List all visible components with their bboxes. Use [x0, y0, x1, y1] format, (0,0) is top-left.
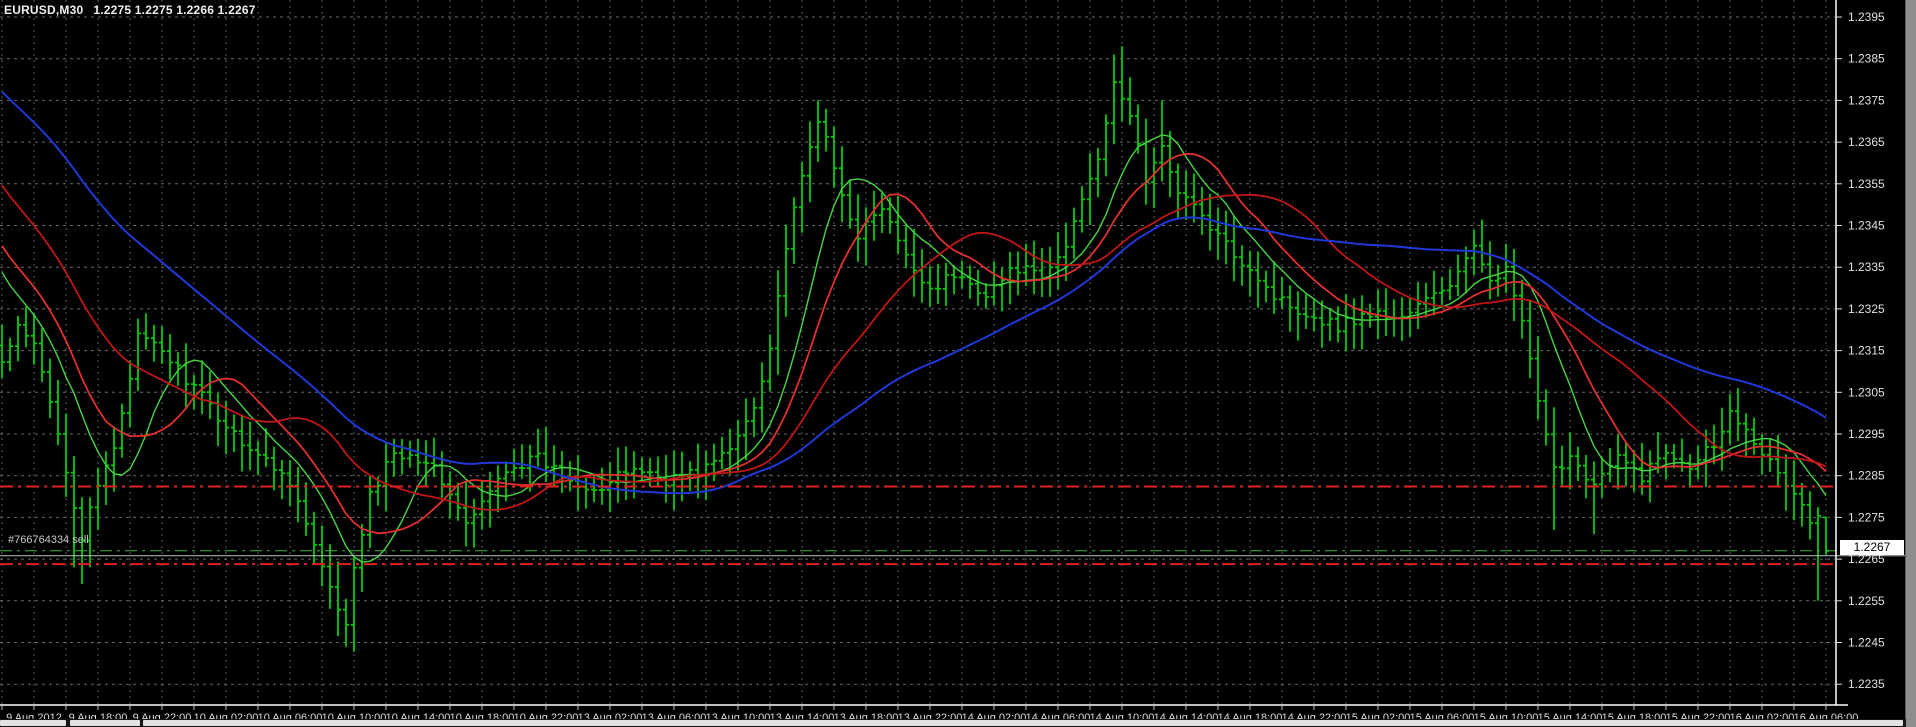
order-label[interactable]: #766764334 sell — [8, 534, 89, 546]
horizontal-scrollbar[interactable] — [0, 719, 1906, 727]
price-tick-label: 1.2305 — [1848, 385, 1885, 399]
price-tick-label: 1.2395 — [1848, 10, 1885, 24]
ohlc-values: 1.2275 1.2275 1.2266 1.2267 — [93, 3, 256, 17]
ma-slow-red — [1, 184, 1827, 511]
scrollbar-segment[interactable] — [70, 720, 140, 726]
price-tick-label: 1.2295 — [1848, 427, 1885, 441]
symbol-period-label: EURUSD,M30 — [4, 3, 84, 17]
chart-ohlc-summary: EURUSD,M30 1.2275 1.2275 1.2266 1.2267 — [4, 3, 266, 17]
price-tick-label: 1.2385 — [1848, 52, 1885, 66]
price-scale[interactable]: 1.2395 1.2385 1.2375 1.2365 1.2355 1.2345 1.23… — [1837, 10, 1885, 691]
axis-borders — [0, 0, 1848, 706]
price-tick-label: 1.2355 — [1848, 177, 1885, 191]
ma-trend-blue — [1, 91, 1827, 495]
ohlc-bars-series — [0, 46, 1829, 652]
price-tick-label: 1.2275 — [1848, 510, 1885, 524]
current-price-marker: 1.2267 — [1840, 540, 1904, 555]
ma-mid-red — [1, 152, 1827, 535]
price-tick-label: 1.2315 — [1848, 344, 1885, 358]
price-tick-label: 1.2325 — [1848, 302, 1885, 316]
price-tick-label: 1.2235 — [1848, 677, 1885, 691]
grid — [0, 0, 1836, 705]
price-tick-label: 1.2265 — [1848, 552, 1885, 566]
price-tick-label: 1.2365 — [1848, 135, 1885, 149]
price-tick-label: 1.2255 — [1848, 594, 1885, 608]
price-tick-label: 1.2345 — [1848, 219, 1885, 233]
price-tick-label: 1.2245 — [1848, 636, 1885, 650]
price-tick-label: 1.2285 — [1848, 469, 1885, 483]
indicator-level-lines[interactable] — [0, 485, 1836, 566]
moving-average-lines — [1, 91, 1827, 563]
scrollbar-thumb[interactable] — [143, 720, 1903, 726]
ma-fast-green — [1, 134, 1827, 563]
scrollbar-segment[interactable] — [0, 720, 66, 726]
price-tick-label: 1.2335 — [1848, 260, 1885, 274]
vertical-scrollbar[interactable] — [1905, 0, 1916, 727]
price-tick-label: 1.2375 — [1848, 93, 1885, 107]
